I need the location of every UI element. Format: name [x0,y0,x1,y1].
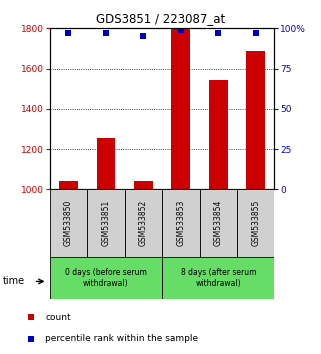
Text: GSM533853: GSM533853 [176,200,185,246]
Text: count: count [46,313,71,322]
Bar [87,189,125,257]
Bar [134,181,153,189]
Point [216,30,221,36]
Bar [171,29,190,189]
Bar [125,189,162,257]
Text: GSM533854: GSM533854 [214,200,223,246]
Point [29,336,34,342]
Text: GSM533851: GSM533851 [101,200,110,246]
Bar [200,189,237,257]
Point [66,30,71,36]
Bar [50,189,87,257]
Bar [97,138,115,189]
Bar [59,181,78,189]
Text: GSM533852: GSM533852 [139,200,148,246]
Bar [237,189,274,257]
Text: GSM533855: GSM533855 [251,200,260,246]
Bar [162,257,274,299]
Bar [247,51,265,189]
Text: 8 days (after serum
withdrawal): 8 days (after serum withdrawal) [180,268,256,287]
Text: time: time [3,276,25,286]
Bar [50,257,162,299]
Text: percentile rank within the sample: percentile rank within the sample [46,335,199,343]
Point [141,34,146,39]
Bar [162,189,200,257]
Point [178,27,183,33]
Bar [209,80,228,189]
Text: GDS3851 / 223087_at: GDS3851 / 223087_at [96,12,225,25]
Point [253,30,258,36]
Point [103,30,108,36]
Point [29,314,34,320]
Text: GSM533850: GSM533850 [64,200,73,246]
Text: 0 days (before serum
withdrawal): 0 days (before serum withdrawal) [65,268,147,287]
